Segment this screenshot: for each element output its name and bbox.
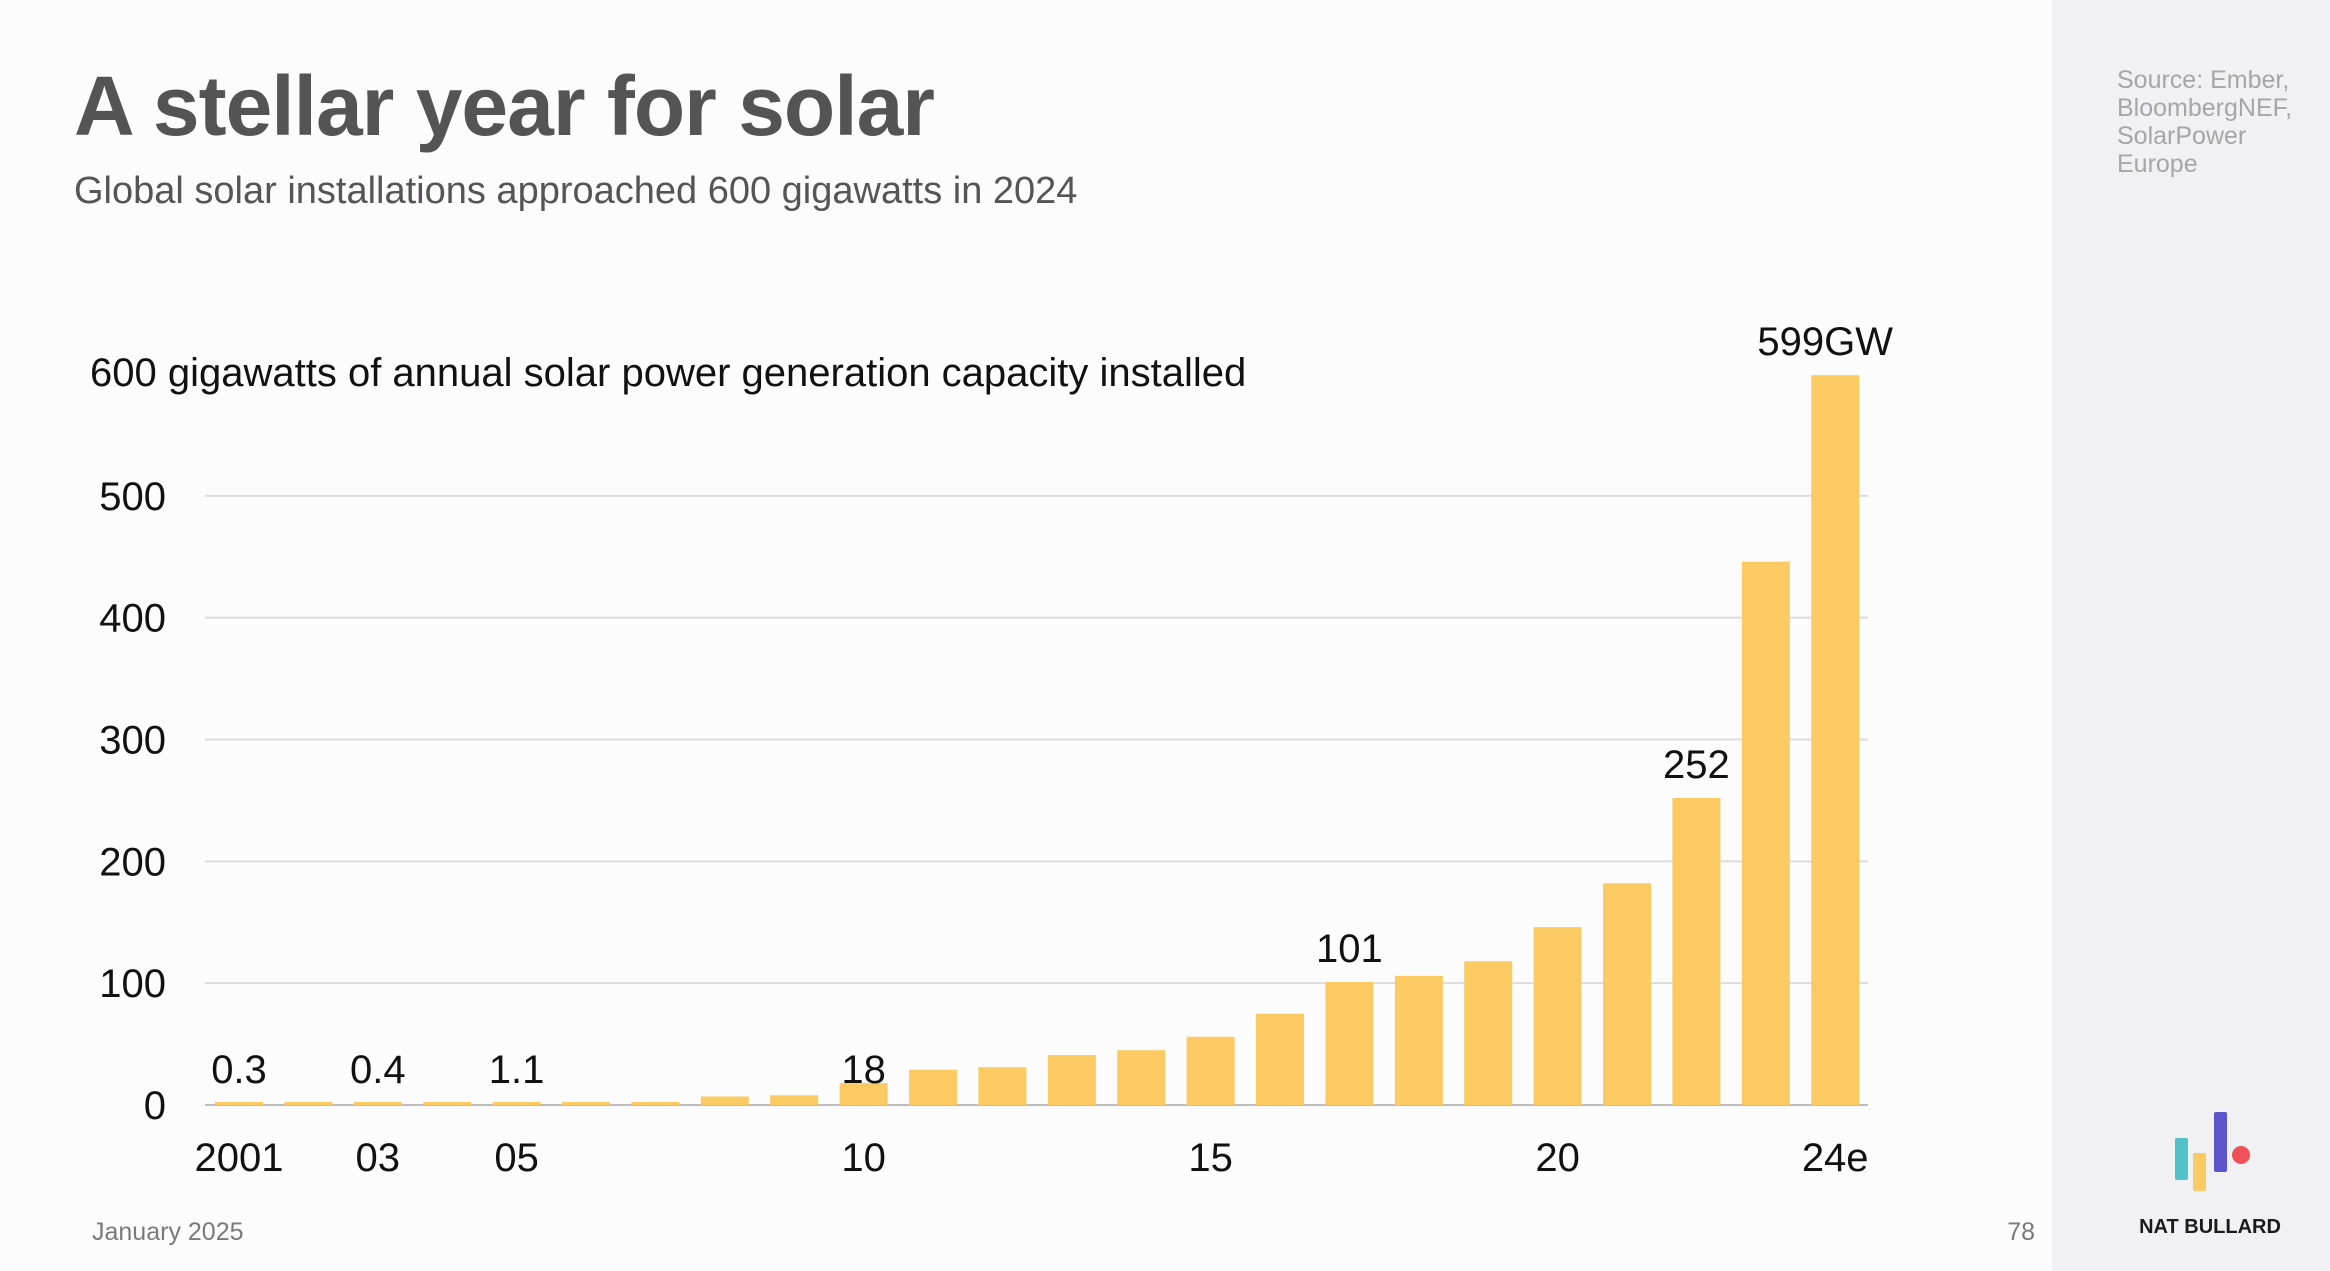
bar-2001 [215, 1102, 263, 1105]
grid-lines [205, 494, 1868, 1106]
data-label: 1.1 [489, 1048, 545, 1092]
page-number: 78 [2007, 1218, 2035, 1246]
bar-2016 [1256, 1013, 1304, 1105]
y-tick-label: 400 [99, 597, 166, 641]
data-labels: 0.3 0.4 1.1 18 101 252 599GW [211, 320, 1893, 1092]
data-label: 0.4 [350, 1048, 406, 1092]
page-title: A stellar year for solar [74, 59, 935, 153]
data-label: 18 [841, 1048, 886, 1092]
data-label: 252 [1663, 743, 1730, 787]
data-label: 0.3 [211, 1048, 267, 1092]
y-tick-label: 500 [99, 475, 166, 519]
bar-2023 [1741, 561, 1790, 1105]
x-tick-label: 20 [1535, 1136, 1580, 1180]
source-note: Source: Ember, BloombergNEF, SolarPower … [2117, 66, 2293, 178]
bar-2014 [1117, 1050, 1166, 1105]
y-tick-label: 300 [99, 719, 166, 763]
brand-name: NAT BULLARD [2139, 1216, 2281, 1238]
bar-2024e [1811, 375, 1860, 1105]
y-tick-label: 200 [99, 840, 166, 884]
bar-2009 [770, 1095, 819, 1105]
x-axis-ticks: 2001 03 05 10 15 20 24e [195, 1136, 1869, 1180]
bar-2021 [1603, 883, 1651, 1105]
x-tick-label: 15 [1188, 1136, 1233, 1180]
x-tick-label: 24e [1802, 1136, 1869, 1180]
bar-2006 [562, 1102, 610, 1105]
y-axis-ticks: 0 100 200 300 400 500 [99, 475, 166, 1128]
bar-2010 [839, 1083, 888, 1105]
data-label: 101 [1316, 927, 1383, 971]
data-label: 599GW [1757, 320, 1893, 364]
sidebar-panel [2052, 0, 2330, 1271]
bar-2019 [1464, 961, 1513, 1105]
bar-2015 [1186, 1036, 1235, 1105]
x-tick-label: 10 [841, 1136, 886, 1180]
chart-title: 600 gigawatts of annual solar power gene… [90, 351, 1246, 395]
bar-2020 [1533, 927, 1582, 1105]
x-tick-label: 03 [356, 1136, 401, 1180]
bar-2012 [978, 1067, 1027, 1105]
footer-date: January 2025 [92, 1218, 244, 1246]
bar-2003 [353, 1102, 402, 1105]
bar-2005 [492, 1102, 541, 1105]
bar-2011 [909, 1069, 957, 1105]
bar-2008 [700, 1096, 749, 1105]
x-tick-label: 2001 [195, 1136, 284, 1180]
brand-logo-icon [2175, 1112, 2250, 1191]
bars [215, 375, 1860, 1105]
bar-2013 [1047, 1055, 1096, 1105]
bar-2018 [1394, 975, 1443, 1105]
bar-2007 [631, 1101, 680, 1105]
bar-2002 [284, 1102, 333, 1105]
x-tick-label: 05 [494, 1136, 539, 1180]
bar-2004 [423, 1102, 472, 1105]
bar-2022 [1672, 797, 1721, 1105]
y-tick-label: 0 [144, 1084, 166, 1128]
bar-2017 [1325, 981, 1374, 1105]
y-tick-label: 100 [99, 962, 166, 1006]
page-subtitle: Global solar installations approached 60… [74, 170, 1078, 212]
